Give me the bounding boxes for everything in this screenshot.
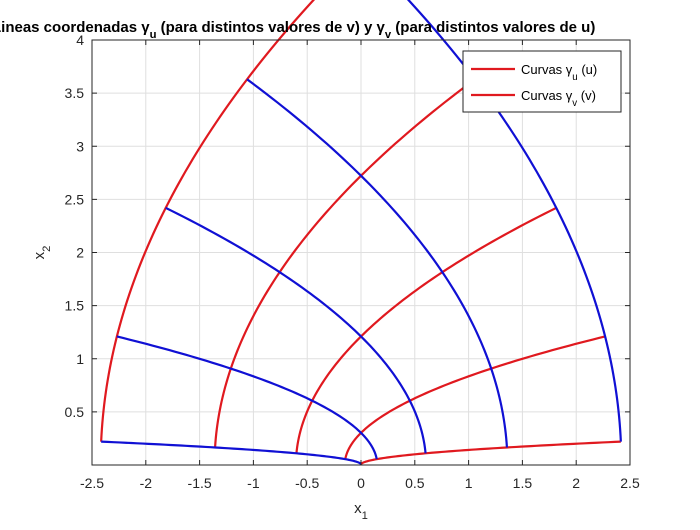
gamma-u-curve-0 <box>360 440 621 465</box>
legend-entry-1: Curvas γv (v) <box>521 88 596 109</box>
x-tick-label: 0 <box>357 475 365 491</box>
x-tick-label: -2 <box>140 475 153 491</box>
x-tick-label: 2.5 <box>620 475 640 491</box>
gamma-u-curve-1 <box>344 335 606 460</box>
x-tick-label: -2.5 <box>80 475 104 491</box>
curves <box>100 0 622 465</box>
y-tick-label: 3 <box>76 138 84 154</box>
x-tick-label: -0.5 <box>295 475 319 491</box>
y-tick-label: 1 <box>76 351 84 367</box>
legend: Curvas γu (u) Curvas γv (v) <box>462 50 622 113</box>
y-tick-label: 0.5 <box>65 404 85 420</box>
y-tick-label: 2 <box>76 245 84 261</box>
y-tick-label: 4 <box>76 32 84 48</box>
gamma-u-curve-2 <box>295 206 557 454</box>
x-tick-label: -1.5 <box>188 475 212 491</box>
chart-title: Lineas coordenadas γu (para distintos va… <box>0 19 595 41</box>
gamma-u-curve-4 <box>100 0 316 442</box>
gamma-v-curve-2 <box>165 206 427 454</box>
y-tick-label: 2.5 <box>65 191 85 207</box>
x-axis-label: x1 <box>354 500 368 522</box>
gamma-v-curve-4 <box>406 0 622 442</box>
legend-box <box>462 50 622 113</box>
legend-entry-0: Curvas γu (u) <box>521 62 597 83</box>
ticks: -2.5 -2 -1.5 -1 -0.5 0 0.5 1 1.5 2 2.5 0.5 1 1.5 2 2.5 3… <box>65 32 640 491</box>
x-tick-label: 2 <box>572 475 580 491</box>
x-tick-label: -1 <box>247 475 260 491</box>
gamma-v-curve-3 <box>246 78 509 448</box>
y-tick-label: 3.5 <box>65 85 85 101</box>
x-tick-label: 0.5 <box>405 475 425 491</box>
gamma-v-curve-1 <box>116 335 378 460</box>
y-tick-label: 1.5 <box>65 298 85 314</box>
gamma-u-curve-3 <box>213 78 476 448</box>
x-tick-label: 1 <box>465 475 473 491</box>
gamma-v-curve-0 <box>101 440 362 465</box>
y-axis-label: x2 <box>31 246 53 260</box>
x-tick-label: 1.5 <box>513 475 533 491</box>
